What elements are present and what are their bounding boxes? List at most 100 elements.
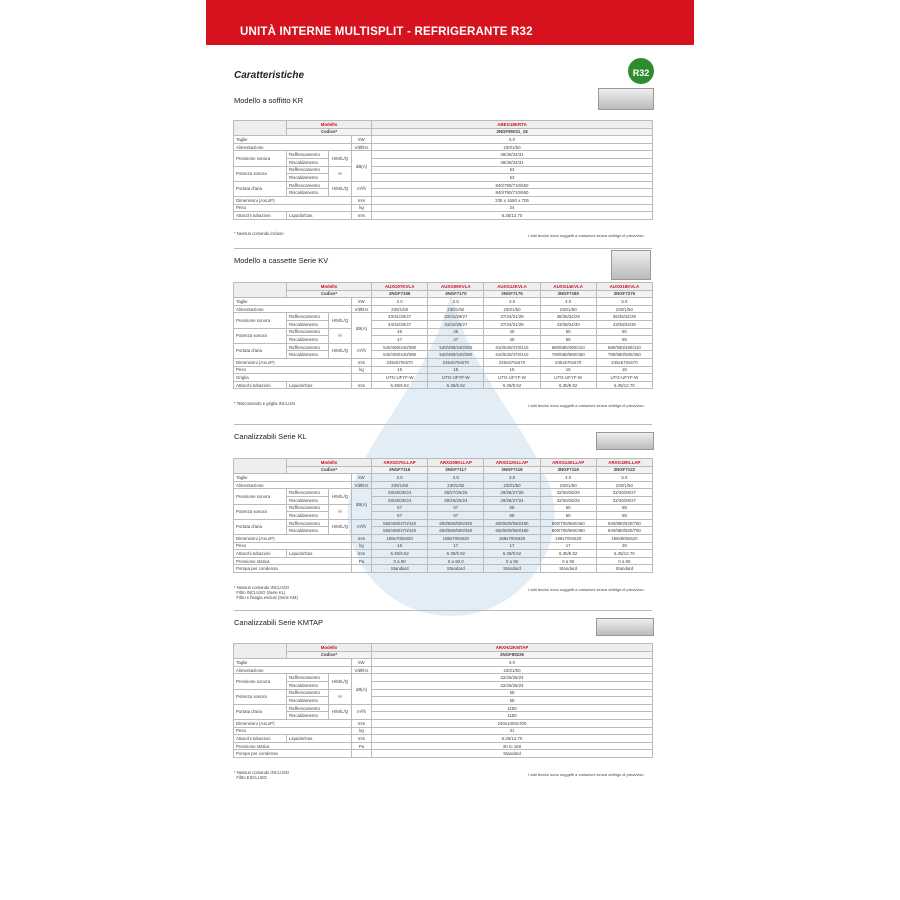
row-unit: V/Ø/Hz: [350, 665, 373, 675]
section-heading: Caratteristiche: [234, 70, 305, 81]
row-unit: dB(A): [350, 150, 373, 182]
row-unit: mm: [350, 357, 373, 367]
model-row: Modello ABEG18KRTA: [233, 119, 653, 137]
cell-value: 53: [371, 165, 653, 175]
cell-value: 6.35/9.52: [427, 549, 485, 558]
row-label: Alimentazione: [233, 304, 352, 314]
model-name: ABEG18KRTA: [371, 120, 653, 129]
row-unit: mm: [350, 549, 373, 558]
row-label: Pompa per condensa: [233, 749, 352, 758]
product-image: [596, 618, 654, 636]
row-unit: dB(A): [350, 488, 373, 520]
cell-value: 3.5: [483, 297, 541, 306]
row-sublabel: Riscaldamento: [286, 680, 329, 690]
cell-value: 6.35/9.52: [539, 380, 597, 390]
cell-value: 55: [539, 335, 597, 344]
model-name: ARXG07KLLAP: [371, 458, 429, 467]
row-label: Attacchi tubazioni: [233, 549, 287, 558]
product-image: [611, 250, 651, 280]
row-unit: mm: [350, 718, 373, 728]
row-sublabel: Raffrescamento: [286, 488, 329, 497]
cell-value: 32/30/28/26: [539, 488, 597, 497]
table-row: Pressione sonora Raffrescamento H/M/L/Q dB(…: [233, 150, 653, 182]
row-label: Griglia: [233, 373, 352, 382]
cell-value: 0 a 90.0: [427, 556, 485, 566]
cell-value: 57: [427, 503, 485, 513]
cell-value: 790/680/580/450: [539, 350, 597, 359]
row-label: Pompa per condensa: [233, 564, 352, 573]
cell-value: 57: [371, 503, 429, 513]
table-row: Pressione sonora Raffrescamento H/M/L/Q dB(…: [233, 312, 654, 344]
cell-value: 60: [539, 511, 597, 520]
row-mode: H/M/L/Q: [328, 673, 352, 690]
row-sublabel: Riscaldamento: [286, 319, 329, 329]
cell-value: 2.5: [427, 297, 485, 306]
cell-value: 29/28/27/26: [483, 488, 541, 497]
table-row: Portata d'aria Raffrescamento H/M/L/Q m³/h 5…: [233, 342, 654, 359]
row-mode: H: [328, 688, 352, 705]
cell-value: 30 to 150: [371, 741, 653, 751]
cell-value: 4.0: [539, 473, 597, 482]
row-mode: H/M/L/Q: [328, 518, 352, 535]
cell-value: 610/530/470/410: [483, 350, 541, 359]
cell-value: 0 a 90: [595, 556, 654, 566]
model-label: Modello: [285, 643, 373, 652]
cell-value: 32/26/25/24: [371, 680, 653, 690]
footnote: * Nessun comando INCLUSO Filtro ESCLUSO: [234, 770, 290, 780]
model-row: Modello AUXG07KVLA AUXG09KVLA AUXG12KVLA AUX…: [233, 281, 654, 299]
divider: [234, 248, 652, 249]
row-unit: mm: [350, 211, 373, 220]
row-unit: [350, 749, 373, 758]
model-name: AUXG18KVLA: [595, 282, 654, 291]
table-row: Riscaldamento 34/32/29/27 34/32/29/27 37/34…: [234, 319, 654, 329]
product-image: [596, 432, 654, 450]
spec-table: Modello ABEG18KRTA Codice* 3NGF85031_18 Tagl…: [233, 119, 653, 220]
disclaimer: I dati tecnici sono soggetti a variazion…: [528, 587, 644, 592]
cell-value: 6.35/9.52: [539, 549, 597, 558]
cell-value: 4.0: [539, 297, 597, 306]
row-mode: H/M/L/Q: [328, 150, 352, 167]
table-row: Portata d'aria Raffrescamento H/M/L/Q m³/h 8…: [233, 180, 653, 197]
row-unit: mm: [350, 195, 373, 205]
table-row: Dimensioni (AxLxP) mm 245x570x570 245x570x5…: [233, 357, 654, 367]
cell-value: 49: [483, 327, 541, 337]
cell-value: Standard: [539, 564, 597, 573]
cell-value: 230/1/50: [427, 304, 485, 314]
row-label: Alimentazione: [233, 480, 352, 490]
cell-value: 28/28/25/24: [371, 488, 429, 497]
row-sublabel: Riscaldamento: [286, 696, 329, 705]
cell-value: 58: [371, 696, 653, 705]
table-row: Peso kg 15 15 15 15 15: [233, 365, 654, 375]
row-label: Portata d'aria: [233, 703, 287, 720]
table-row: Taglie kW 6.0: [233, 658, 653, 667]
cell-value: 240x1000x700: [371, 718, 653, 728]
cell-value: 58: [483, 503, 541, 513]
row-sublabel: Raffrescamento: [286, 518, 329, 528]
cell-value: 47: [371, 335, 429, 344]
table-row: Riscaldamento 38/36/33/31: [234, 157, 653, 167]
cell-value: 6.0: [371, 658, 653, 667]
spec-table: Modello ARXH22KMTAP Codice* 3NGF89226 Taglie…: [233, 642, 653, 758]
disclaimer: I dati tecnici sono soggetti a variazion…: [528, 772, 644, 777]
cell-value: 600/550/500/450: [427, 518, 485, 528]
model-row: Modello ARXH22KMTAP: [233, 642, 653, 660]
cell-value: 600/550/500/450: [427, 526, 485, 535]
cell-value: 38/36/33/31: [371, 150, 653, 159]
cell-value: 230/1/50: [483, 304, 541, 314]
row-mode: H/M/L/Q: [328, 488, 352, 505]
row-unit: m³/h: [350, 703, 373, 720]
table-row: Griglia UTG-UFYF-W UTG-UFYF-W UTG-UFYF-W UTG…: [233, 373, 654, 382]
cell-value: 1150: [371, 711, 653, 720]
cell-value: 50: [539, 327, 597, 337]
cell-value: 230/1/50: [427, 480, 485, 490]
cell-value: 5.0: [371, 135, 653, 144]
table-row: Riscaldamento 57 57 58 60 58: [234, 511, 654, 520]
product-image: [598, 88, 654, 110]
table-row: Riscaldamento 550/490/470/440 600/550/500/…: [234, 526, 654, 535]
row-label: Pressione sonora: [233, 673, 287, 690]
cell-value: 940/880/820/750: [595, 518, 654, 528]
row-sublabel: Raffrescamento: [286, 327, 329, 337]
row-sublabel: Raffrescamento: [286, 342, 329, 352]
row-sublabel: Riscaldamento: [286, 173, 329, 182]
cell-value: 245x570x570: [483, 357, 541, 367]
